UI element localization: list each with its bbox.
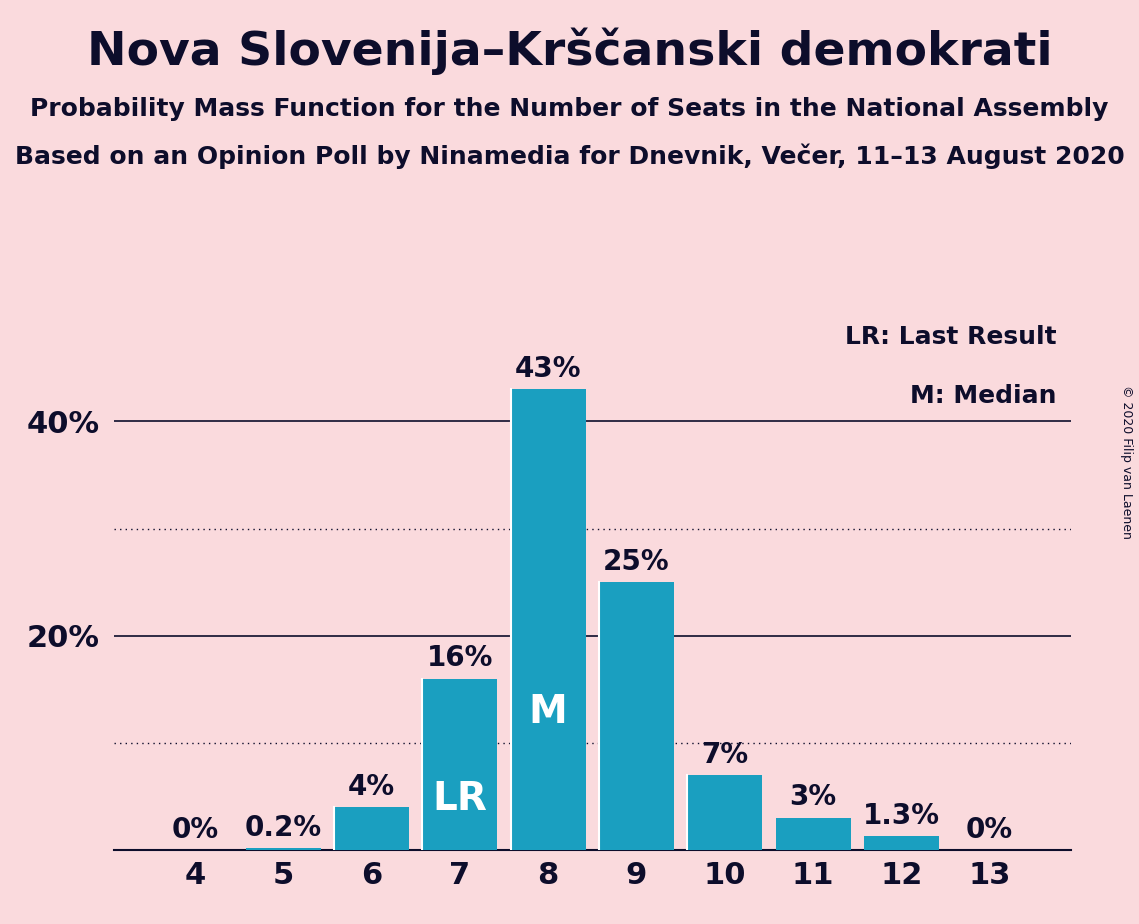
Text: M: M: [528, 693, 567, 731]
Text: 43%: 43%: [515, 355, 581, 383]
Text: 7%: 7%: [702, 741, 748, 769]
Text: 0%: 0%: [171, 816, 219, 844]
Bar: [334, 808, 409, 850]
Text: 16%: 16%: [427, 644, 493, 672]
Text: 0%: 0%: [966, 816, 1014, 844]
Bar: [423, 678, 498, 850]
Text: © 2020 Filip van Laenen: © 2020 Filip van Laenen: [1121, 385, 1133, 539]
Text: M: Median: M: Median: [910, 383, 1056, 407]
Text: 0.2%: 0.2%: [245, 813, 322, 842]
Bar: [687, 775, 762, 850]
Text: 25%: 25%: [604, 548, 670, 576]
Bar: [599, 582, 674, 850]
Bar: [510, 389, 585, 850]
Bar: [863, 836, 939, 850]
Text: Probability Mass Function for the Number of Seats in the National Assembly: Probability Mass Function for the Number…: [31, 97, 1108, 121]
Bar: [246, 848, 321, 850]
Text: 3%: 3%: [789, 784, 837, 811]
Text: LR: LR: [433, 780, 487, 818]
Text: Nova Slovenija–Krščanski demokrati: Nova Slovenija–Krščanski demokrati: [87, 28, 1052, 75]
Text: Based on an Opinion Poll by Ninamedia for Dnevnik, Večer, 11–13 August 2020: Based on an Opinion Poll by Ninamedia fo…: [15, 143, 1124, 169]
Text: 1.3%: 1.3%: [863, 802, 940, 830]
Bar: [776, 818, 851, 850]
Text: LR: Last Result: LR: Last Result: [845, 325, 1056, 349]
Text: 4%: 4%: [347, 772, 395, 801]
